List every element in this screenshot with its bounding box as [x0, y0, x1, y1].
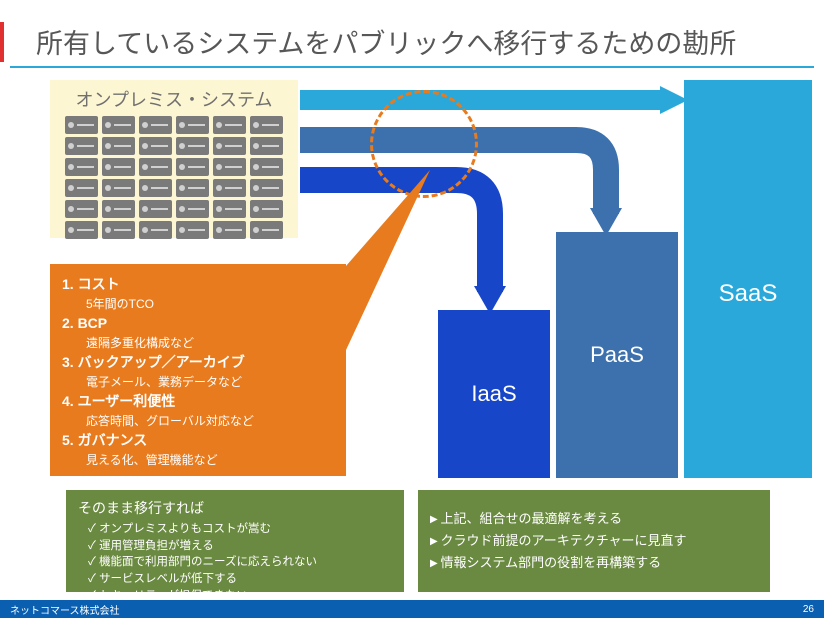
- green-box-left: そのまま移行すれば オンプレミスよりもコストが嵩む運用管理負担が増える機能面で利…: [66, 490, 404, 592]
- criteria-item-sub: 5年間のTCO: [86, 295, 334, 313]
- rack-unit: [139, 179, 172, 197]
- rack-unit: [213, 116, 246, 134]
- green-left-point: オンプレミスよりもコストが嵩む: [88, 521, 392, 538]
- criteria-item-title: 2. BCP: [62, 313, 334, 334]
- iaas-label: IaaS: [471, 381, 516, 407]
- title-rule: [10, 66, 814, 68]
- green-right-point: クラウド前提のアーキテクチャーに見直す: [430, 530, 758, 552]
- rack-unit: [139, 200, 172, 218]
- rack-unit: [250, 179, 283, 197]
- rack-unit: [102, 179, 135, 197]
- rack-unit: [102, 158, 135, 176]
- iaas-box: IaaS: [438, 310, 550, 478]
- rack-unit: [65, 116, 98, 134]
- rack-unit: [250, 221, 283, 239]
- onprem-box: オンプレミス・システム: [50, 80, 298, 238]
- green-left-point: 機能面で利用部門のニーズに応えられない: [88, 554, 392, 571]
- rack-unit: [176, 179, 209, 197]
- rack-unit: [250, 137, 283, 155]
- rack-row: [65, 158, 283, 176]
- criteria-item-sub: 遠隔多重化構成など: [86, 334, 334, 352]
- rack-row: [65, 116, 283, 134]
- rack-unit: [213, 221, 246, 239]
- green-right-list: 上記、組合せの最適解を考える クラウド前提のアーキテクチャーに見直す 情報システ…: [430, 508, 758, 574]
- footer-company: ネットコマース株式会社: [10, 602, 120, 617]
- rack-unit: [65, 200, 98, 218]
- green-left-list: オンプレミスよりもコストが嵩む運用管理負担が増える機能面で利用部門のニーズに応え…: [78, 521, 392, 604]
- paas-label: PaaS: [590, 342, 644, 368]
- criteria-item-sub: 見える化、管理機能など: [86, 451, 334, 469]
- saas-box: SaaS: [684, 80, 812, 478]
- rack-unit: [176, 137, 209, 155]
- rack-unit: [139, 137, 172, 155]
- page-title: 所有しているシステムをパブリックへ移行するための勘所: [36, 22, 814, 61]
- rack-unit: [213, 158, 246, 176]
- rack-unit: [65, 179, 98, 197]
- title-bar: 所有しているシステムをパブリックへ移行するための勘所: [36, 22, 814, 62]
- criteria-item-title: 1. コスト: [62, 274, 334, 295]
- criteria-item-title: 4. ユーザー利便性: [62, 391, 334, 412]
- title-accent: [0, 22, 4, 62]
- rack-unit: [250, 200, 283, 218]
- rack-unit: [176, 200, 209, 218]
- rack-unit: [139, 221, 172, 239]
- rack-unit: [250, 116, 283, 134]
- rack-unit: [65, 221, 98, 239]
- rack-unit: [176, 116, 209, 134]
- onprem-title: オンプレミス・システム: [50, 86, 298, 112]
- rack-unit: [65, 137, 98, 155]
- footer: ネットコマース株式会社 26: [0, 600, 824, 618]
- rack-row: [65, 179, 283, 197]
- rack-unit: [102, 200, 135, 218]
- rack-row: [65, 200, 283, 218]
- rack-row: [65, 221, 283, 239]
- green-left-point: サービスレベルが低下する: [88, 571, 392, 588]
- paas-box: PaaS: [556, 232, 678, 478]
- rack-unit: [102, 221, 135, 239]
- rack-unit: [213, 200, 246, 218]
- criteria-item-sub: 応答時間、グローバル対応など: [86, 412, 334, 430]
- rack-unit: [139, 158, 172, 176]
- rack-unit: [213, 179, 246, 197]
- footer-page: 26: [803, 604, 814, 615]
- rack-row: [65, 137, 283, 155]
- slide: 所有しているシステムをパブリックへ移行するための勘所 SaaS PaaS Iaa…: [0, 0, 824, 618]
- green-right-point: 上記、組合せの最適解を考える: [430, 508, 758, 530]
- green-left-point: 運用管理負担が増える: [88, 538, 392, 555]
- saas-label: SaaS: [719, 280, 778, 308]
- rack-unit: [102, 137, 135, 155]
- rack-unit: [176, 158, 209, 176]
- green-right-point: 情報システム部門の役割を再構築する: [430, 552, 758, 574]
- highlight-circle: [370, 90, 478, 198]
- rack-unit: [176, 221, 209, 239]
- rack-unit: [139, 116, 172, 134]
- rack-grid: [65, 116, 283, 239]
- rack-unit: [65, 158, 98, 176]
- rack-unit: [102, 116, 135, 134]
- criteria-item-title: 5. ガバナンス: [62, 430, 334, 451]
- criteria-box: 1. コスト5年間のTCO2. BCP遠隔多重化構成など3. バックアップ／アー…: [50, 264, 346, 476]
- rack-unit: [250, 158, 283, 176]
- rack-unit: [213, 137, 246, 155]
- criteria-item-title: 3. バックアップ／アーカイブ: [62, 352, 334, 373]
- green-left-heading: そのまま移行すれば: [78, 498, 392, 518]
- criteria-item-sub: 電子メール、業務データなど: [86, 373, 334, 391]
- green-box-right: 上記、組合せの最適解を考える クラウド前提のアーキテクチャーに見直す 情報システ…: [418, 490, 770, 592]
